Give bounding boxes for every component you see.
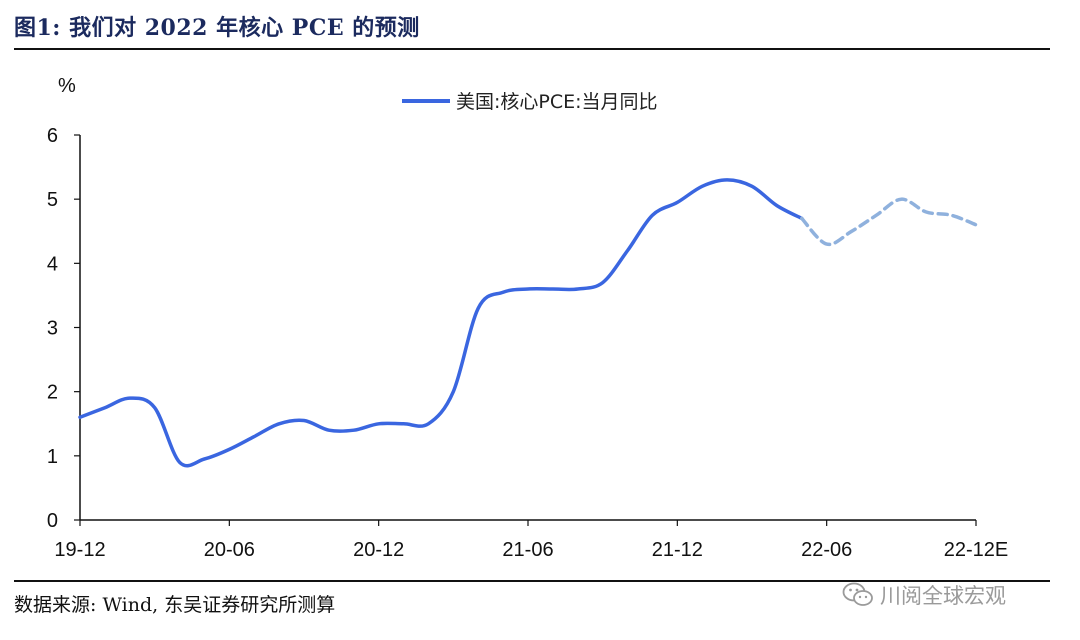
y-tick-label: 1	[47, 446, 58, 468]
y-tick-label: 4	[47, 253, 58, 275]
legend-label: 美国:核心PCE:当月同比	[456, 91, 658, 113]
x-tick-label: 20-12	[353, 539, 404, 561]
y-tick-label: 5	[47, 189, 58, 211]
chart-axes: 0 1 2 3 4 5 6% 19-12 20-06 20-12 21-06 21-12 22-06 22…	[47, 75, 1008, 561]
x-tick-label: 22-12E	[944, 539, 1009, 561]
x-tick-label: 19-12	[54, 539, 105, 561]
watermark: 川阅全球宏观	[842, 578, 1006, 612]
bottom-rule	[14, 580, 1050, 582]
forecast-series-line	[800, 197, 978, 247]
y-tick-label: 2	[47, 382, 58, 404]
x-tick-label: 21-06	[502, 539, 553, 561]
y-tick-label: 0	[47, 510, 58, 532]
top-rule	[14, 48, 1050, 50]
watermark-text: 川阅全球宏观	[880, 584, 1006, 608]
x-tick-label: 22-06	[801, 539, 852, 561]
chart: 0 1 2 3 4 5 6% 19-12 20-06 20-12 21-06 21-12 22-06 22…	[47, 75, 1008, 561]
y-tick-label: 3	[47, 318, 58, 340]
chart-series	[78, 178, 978, 468]
y-tick-label: 6	[47, 125, 58, 147]
x-tick-label: 21-12	[652, 539, 703, 561]
y-axis-unit: %	[58, 75, 76, 97]
source-note: 数据来源: Wind, 东吴证券研究所测算	[14, 594, 336, 616]
actual-series-line	[78, 178, 804, 468]
figure-title: 图1: 我们对 2022 年核心 PCE 的预测	[14, 15, 420, 41]
x-tick-label: 20-06	[204, 539, 255, 561]
chart-legend: 美国:核心PCE:当月同比	[402, 91, 658, 113]
wechat-icon	[842, 582, 873, 606]
